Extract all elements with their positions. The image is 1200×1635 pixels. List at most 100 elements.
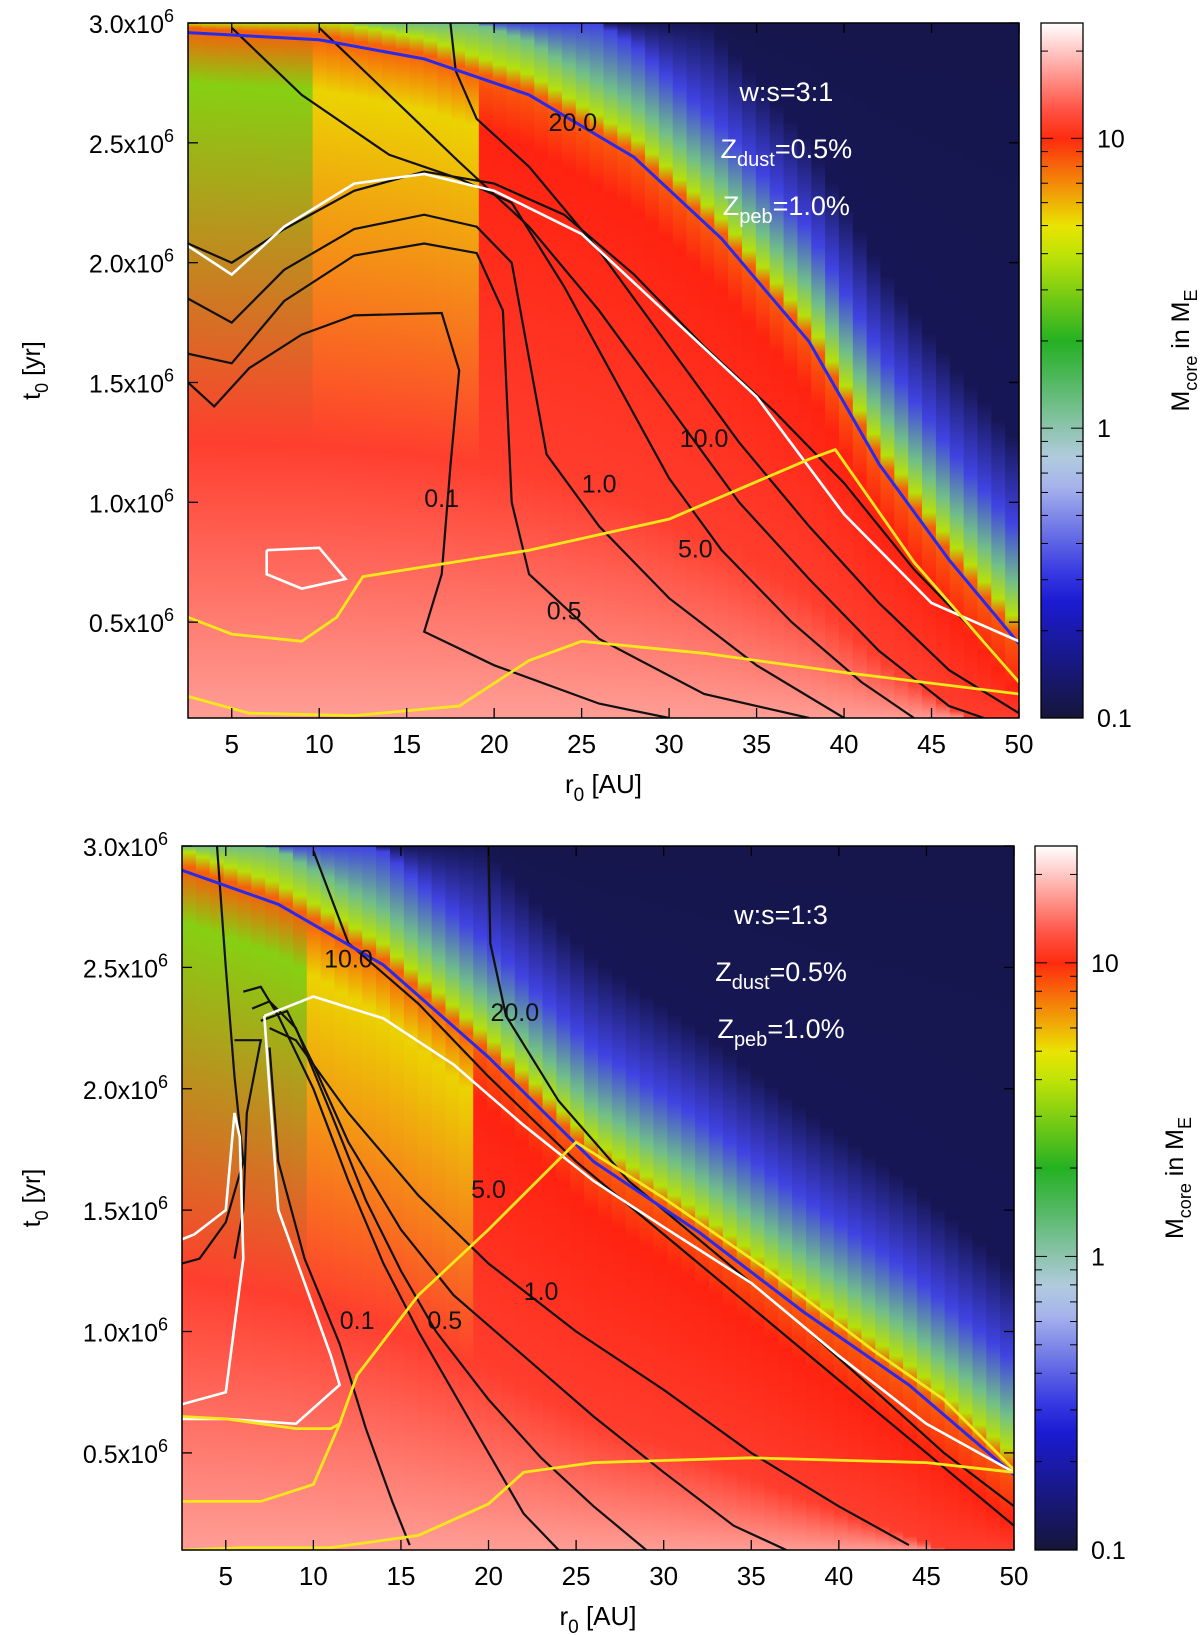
heatmap-column	[922, 23, 937, 718]
x-tick-label: 15	[392, 729, 421, 759]
heatmap-column	[672, 23, 688, 718]
colorbar-tick-label: 1	[1091, 1243, 1105, 1271]
heatmap-column	[473, 846, 488, 1550]
chart-panel-bottom: 10.020.05.01.00.1 0.5w:s=1:3Zdust=0.5%Zpe…	[18, 829, 1195, 1635]
y-tick-exponent: 6	[164, 246, 174, 266]
heatmap-column	[487, 846, 502, 1550]
black-contour	[318, 27, 985, 718]
annotation-subscript: peb	[739, 206, 772, 228]
heatmap-column	[681, 846, 696, 1550]
heatmap-column	[658, 23, 674, 718]
y-tick-label: 3.0x106	[83, 829, 168, 862]
heatmap-column	[542, 846, 557, 1550]
black-contour	[251, 1000, 647, 1550]
heatmap-column	[500, 846, 516, 1550]
x-tick-label: 10	[305, 729, 334, 759]
contour-label: 0.1	[424, 485, 459, 513]
y-tick-label: 1.5x106	[89, 365, 174, 398]
x-tick-label: 35	[737, 1561, 766, 1591]
heatmap-column	[653, 846, 668, 1550]
plot-frame	[181, 845, 1015, 1551]
y-label-sub: 0	[32, 1210, 52, 1220]
annotation-subscript: peb	[734, 1029, 767, 1051]
y-label-base: t	[18, 393, 46, 400]
heatmap-column	[390, 846, 405, 1550]
y-axis-label-group: t0 [yr]	[18, 1169, 52, 1228]
heatmap-column	[368, 23, 383, 718]
black-contour	[188, 170, 1019, 683]
heatmap-column	[312, 23, 328, 718]
y-axis-label: t0 [yr]	[18, 1169, 52, 1228]
colorbar-label-sub2: E	[1175, 1117, 1195, 1129]
colorbar-label-mid: in M	[1167, 301, 1195, 355]
heatmap-column	[625, 846, 641, 1550]
y-tick-mantissa: 2.0x10	[83, 1077, 158, 1105]
colorbar-label-sub: core	[1181, 356, 1200, 391]
x-label-rest: [AU]	[584, 769, 642, 799]
contour-label: 0.5	[547, 598, 582, 626]
contour-label: 0.5	[427, 1307, 462, 1335]
colorbar-tick-label: 10	[1091, 950, 1119, 978]
heatmap-column	[570, 846, 585, 1550]
x-tick-label: 25	[562, 1561, 591, 1591]
black-contour	[188, 213, 845, 718]
white-contour	[182, 1112, 245, 1406]
heatmap-column	[575, 23, 591, 718]
x-label-sub: 0	[568, 1617, 579, 1635]
x-tick-label: 50	[1000, 1561, 1029, 1591]
y-tick-mantissa: 1.0x10	[83, 1320, 158, 1348]
y-tick-mantissa: 3.0x10	[89, 11, 164, 39]
annotation-base: w:s=1:3	[733, 900, 828, 930]
heatmap-column	[354, 23, 369, 718]
heatmap-column	[279, 846, 294, 1550]
y-tick-mantissa: 2.5x10	[83, 955, 158, 983]
heatmap-column	[935, 23, 951, 718]
heatmap-column	[617, 23, 632, 718]
heatmap-column	[783, 23, 798, 718]
x-tick-label: 5	[219, 1561, 233, 1591]
heatmap-column	[880, 23, 895, 718]
y-tick-label: 1.5x106	[83, 1193, 168, 1226]
heatmap-column	[722, 846, 738, 1550]
annotation-subscript: dust	[732, 972, 770, 994]
y-tick-exponent: 6	[158, 829, 168, 849]
contour-label: 1.0	[524, 1278, 559, 1306]
y-tick-exponent: 6	[158, 950, 168, 970]
heatmap-column	[334, 846, 349, 1550]
black-contour	[188, 242, 810, 718]
heatmap-column	[409, 23, 425, 718]
x-label-base: r	[565, 769, 574, 799]
heatmap-column	[728, 23, 743, 718]
black-contour	[233, 1039, 263, 1259]
y-tick-label: 0.5x106	[83, 1436, 168, 1469]
x-tick-label: 20	[474, 1561, 503, 1591]
y-tick-exponent: 6	[164, 365, 174, 385]
plot-frame	[187, 22, 1020, 719]
y-tick-label: 2.0x106	[83, 1072, 168, 1105]
annotation-text: Zpeb=1.0%	[717, 1014, 844, 1051]
heatmap-column	[972, 846, 987, 1550]
heatmap-column	[750, 846, 765, 1550]
blue-contour	[188, 31, 1019, 645]
heatmap-column	[958, 846, 973, 1550]
annotation-tail: =0.5%	[775, 134, 852, 164]
x-tick-label: 10	[299, 1561, 328, 1591]
heatmap-column	[977, 23, 992, 718]
y-tick-exponent: 6	[164, 485, 174, 505]
black-contour	[182, 846, 245, 1265]
heatmap-column	[292, 846, 308, 1550]
yellow-contour	[338, 1140, 1014, 1471]
heatmap-column	[986, 846, 1001, 1550]
annotation-text: Zdust=0.5%	[721, 134, 853, 171]
x-tick-label: 40	[824, 1561, 853, 1591]
colorbar	[1034, 845, 1078, 1551]
heatmap-column	[534, 23, 549, 718]
heatmap-column	[445, 846, 460, 1550]
heatmap-column	[742, 23, 757, 718]
heatmap-column	[298, 23, 314, 718]
heatmap-column	[403, 846, 419, 1550]
yellow-contour	[188, 639, 1019, 718]
yellow-contour	[182, 1456, 1014, 1550]
y-tick-mantissa: 2.0x10	[89, 251, 164, 279]
